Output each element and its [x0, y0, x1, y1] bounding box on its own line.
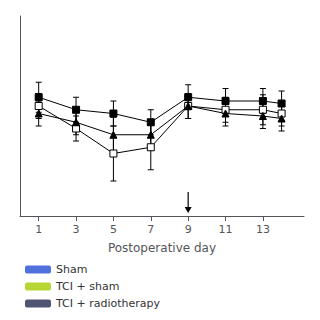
- svg-text:13: 13: [256, 223, 270, 236]
- svg-text:11: 11: [219, 223, 233, 236]
- svg-text:Sham: Sham: [56, 263, 87, 276]
- svg-text:TCI + radiotherapy: TCI + radiotherapy: [55, 297, 161, 310]
- svg-text:TCI + sham: TCI + sham: [55, 280, 119, 293]
- svg-text:1: 1: [35, 223, 42, 236]
- svg-text:3: 3: [73, 223, 80, 236]
- svg-text:7: 7: [147, 223, 154, 236]
- svg-text:5: 5: [110, 223, 117, 236]
- svg-text:Postoperative day: Postoperative day: [108, 241, 216, 255]
- svg-text:9: 9: [185, 223, 192, 236]
